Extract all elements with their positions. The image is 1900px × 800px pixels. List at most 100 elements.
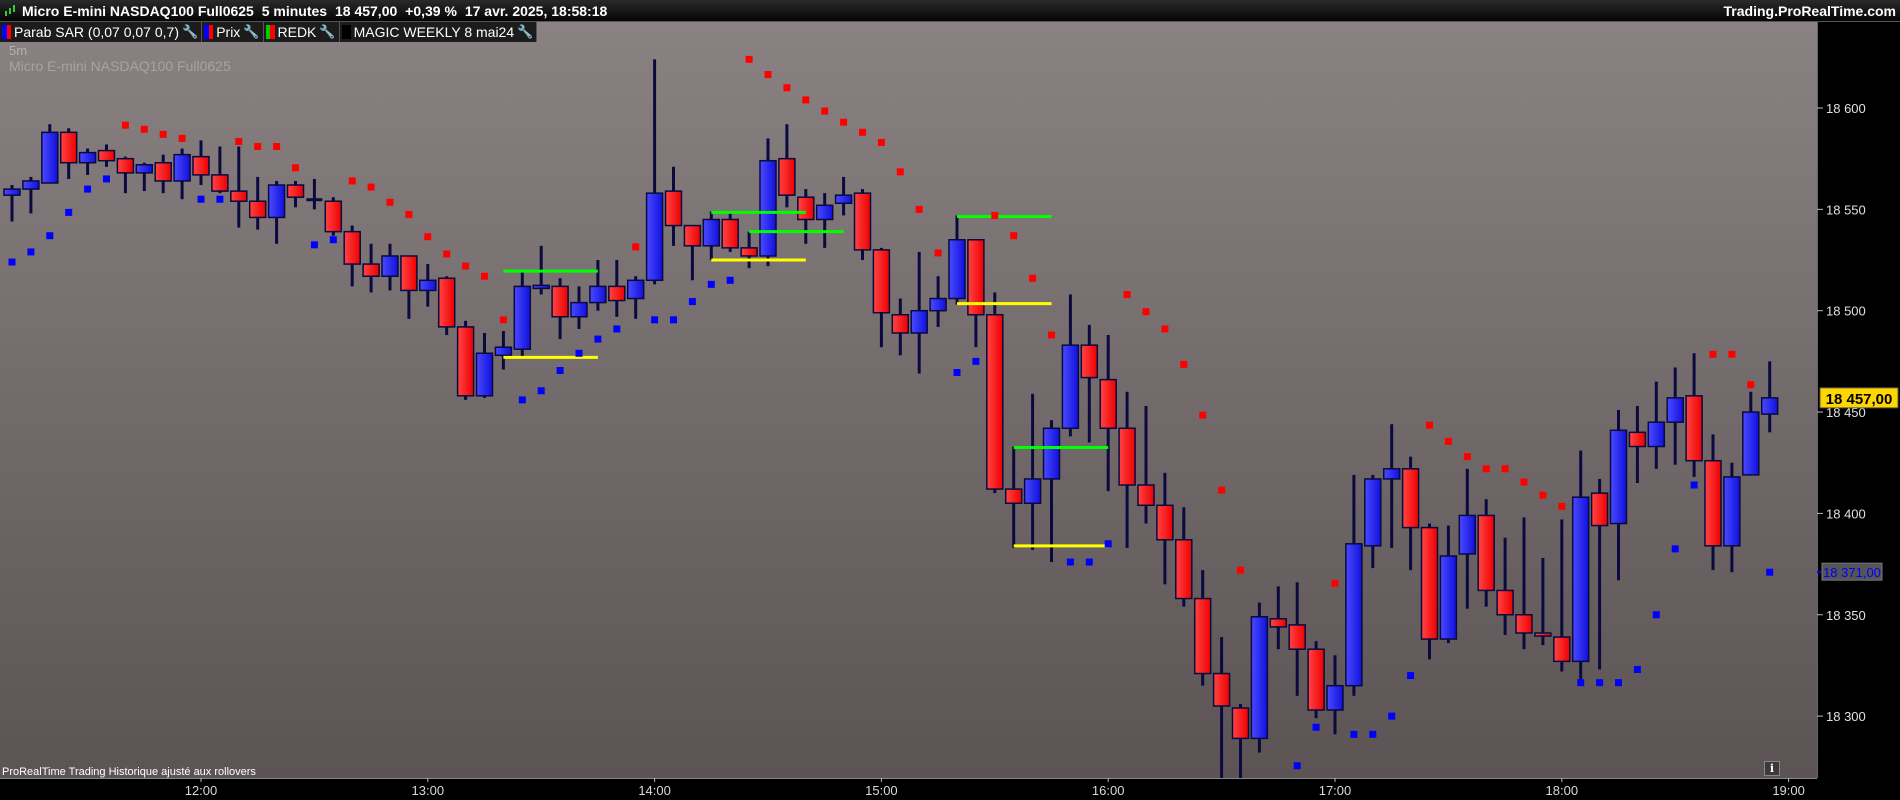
candle[interactable]: [1553, 519, 1571, 672]
candle[interactable]: [1420, 523, 1439, 660]
candle[interactable]: [1439, 525, 1458, 644]
candle[interactable]: [872, 247, 891, 348]
candle[interactable]: [551, 278, 569, 340]
wrench-icon[interactable]: 🔧: [182, 24, 199, 39]
candle[interactable]: [626, 276, 645, 319]
candle[interactable]: [967, 239, 985, 348]
candle[interactable]: [1401, 456, 1420, 571]
candle[interactable]: [1515, 517, 1533, 650]
legend-item-prix[interactable]: Prix 🔧: [202, 22, 264, 42]
candle[interactable]: [286, 180, 305, 208]
candle[interactable]: [664, 166, 683, 246]
candle[interactable]: [116, 156, 135, 194]
candle[interactable]: [211, 146, 229, 194]
candle[interactable]: [986, 292, 1004, 494]
candle[interactable]: [513, 272, 532, 358]
candle[interactable]: [343, 225, 361, 287]
candle[interactable]: [1023, 393, 1042, 550]
legend-item-magic-weekly[interactable]: MAGIC WEEKLY 8 mai24 🔧: [339, 22, 538, 42]
candle[interactable]: [834, 176, 853, 216]
site-link[interactable]: Trading.ProRealTime.com: [1723, 3, 1896, 19]
candle[interactable]: [22, 176, 40, 214]
candle[interactable]: [1477, 499, 1495, 607]
candle[interactable]: [740, 231, 758, 269]
candle[interactable]: [419, 264, 437, 307]
candle[interactable]: [721, 213, 739, 252]
price-axis[interactable]: [1817, 22, 1900, 800]
candle[interactable]: [324, 197, 343, 236]
candle[interactable]: [702, 211, 721, 261]
candle[interactable]: [1742, 391, 1760, 476]
candle[interactable]: [815, 193, 834, 248]
candle[interactable]: [1250, 602, 1269, 753]
candle[interactable]: [192, 140, 210, 186]
candle[interactable]: [1723, 462, 1741, 573]
candle[interactable]: [1326, 655, 1344, 735]
candle[interactable]: [645, 59, 664, 285]
candle[interactable]: [1307, 641, 1325, 719]
candle[interactable]: [381, 243, 399, 291]
candle[interactable]: [456, 320, 475, 400]
candle[interactable]: [1704, 434, 1722, 571]
candle[interactable]: [97, 144, 116, 167]
candle[interactable]: [778, 124, 796, 208]
candle[interactable]: [494, 330, 513, 370]
candle[interactable]: [362, 243, 380, 293]
candle[interactable]: [3, 185, 21, 222]
candle[interactable]: [1609, 410, 1628, 581]
candle[interactable]: [135, 162, 154, 192]
info-icon[interactable]: i: [1764, 761, 1780, 776]
wrench-icon[interactable]: 🔧: [243, 24, 260, 39]
candle[interactable]: [1042, 420, 1061, 563]
candle[interactable]: [475, 332, 494, 398]
candle[interactable]: [437, 276, 456, 336]
candle[interactable]: [1590, 478, 1609, 670]
candle[interactable]: [1647, 381, 1666, 469]
candle[interactable]: [1156, 472, 1174, 585]
candle[interactable]: [797, 189, 815, 244]
candle[interactable]: [306, 178, 323, 210]
candle[interactable]: [853, 189, 872, 261]
candle[interactable]: [248, 176, 267, 230]
candle[interactable]: [929, 276, 947, 327]
candle[interactable]: [1496, 537, 1514, 636]
candle[interactable]: [1666, 367, 1684, 465]
candle[interactable]: [1458, 468, 1477, 609]
candle[interactable]: [608, 260, 626, 317]
candle[interactable]: [1061, 294, 1080, 437]
candle[interactable]: [1534, 557, 1552, 646]
candle[interactable]: [1118, 391, 1136, 548]
candle[interactable]: [910, 251, 928, 374]
candle[interactable]: [1760, 361, 1779, 433]
candle[interactable]: [1685, 353, 1703, 477]
wrench-icon[interactable]: 🔧: [517, 24, 534, 39]
candle[interactable]: [1382, 424, 1401, 548]
candle[interactable]: [1288, 582, 1306, 696]
candle[interactable]: [1175, 507, 1193, 607]
candle[interactable]: [1345, 474, 1363, 696]
candle[interactable]: [400, 255, 418, 319]
legend-item-parab-sar[interactable]: Parab SAR (0,07 0,07 0,7) 🔧: [0, 22, 203, 42]
candle[interactable]: [1137, 405, 1155, 524]
candle[interactable]: [891, 298, 910, 356]
wrench-icon[interactable]: 🔧: [319, 24, 336, 39]
candle[interactable]: [1628, 405, 1647, 483]
candle[interactable]: [1004, 446, 1023, 548]
candle[interactable]: [267, 180, 286, 244]
candle[interactable]: [230, 146, 248, 228]
candle[interactable]: [1231, 703, 1250, 787]
candle[interactable]: [1571, 450, 1590, 682]
candle[interactable]: [683, 224, 702, 281]
candle[interactable]: [1193, 570, 1212, 686]
candle[interactable]: [589, 260, 607, 311]
candle[interactable]: [1364, 474, 1382, 569]
candle[interactable]: [948, 215, 966, 305]
candle[interactable]: [41, 124, 59, 184]
candle[interactable]: [1212, 637, 1231, 787]
legend-item-redk[interactable]: REDK 🔧: [263, 22, 340, 42]
candle[interactable]: [1080, 324, 1099, 443]
candle[interactable]: [173, 148, 191, 200]
candle[interactable]: [78, 148, 97, 175]
candle[interactable]: [570, 286, 588, 329]
